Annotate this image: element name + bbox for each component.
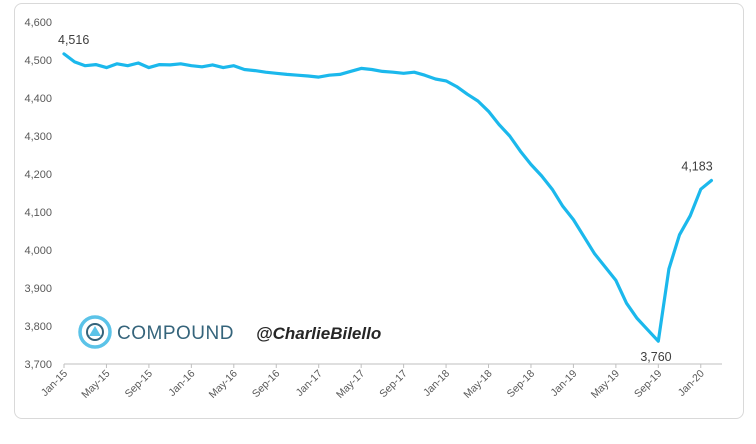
series-line	[62, 52, 713, 343]
y-tick-label: 4,200	[24, 169, 52, 181]
x-tick-label: Jan-16	[166, 368, 197, 399]
x-tick-label: May-17	[334, 368, 367, 401]
x-tick-label: Sep-16	[250, 368, 283, 401]
y-tick-label: 3,900	[24, 283, 52, 295]
y-tick-label: 4,000	[24, 245, 52, 257]
x-tick-label: Jan-15	[39, 368, 70, 399]
y-tick-label: 4,500	[24, 55, 52, 67]
y-tick-label: 4,400	[24, 93, 52, 105]
y-axis: 3,700 3,800 3,900 4,000 4,100 4,200 4,300 4,400…	[24, 17, 52, 371]
x-axis: Jan-15 May-15 Sep-15 Jan-16 May-16 Sep-16 Jan-…	[39, 363, 722, 401]
data-label: 4,183	[681, 159, 712, 173]
y-tick-label: 3,800	[24, 321, 52, 333]
series-layer	[62, 52, 713, 343]
x-tick-label: Sep-18	[505, 368, 538, 401]
y-tick-label: 4,100	[24, 207, 52, 219]
x-tick-label: Jan-19	[548, 368, 579, 399]
compound-logo-text: COMPOUND	[117, 323, 234, 344]
x-tick-label: Jan-20	[676, 368, 707, 399]
x-tick-label: Sep-19	[632, 368, 665, 401]
x-tick-label: Jan-18	[421, 368, 452, 399]
x-tick-label: May-15	[79, 368, 112, 401]
x-tick-label: Jan-17	[294, 368, 325, 399]
data-label: 3,760	[640, 350, 671, 364]
compound-logo: COMPOUND	[78, 315, 234, 349]
x-tick-label: Sep-15	[123, 368, 156, 401]
x-tick-label: May-16	[207, 368, 240, 401]
author-handle: @CharlieBilello	[256, 324, 381, 343]
compound-logo-icon	[78, 315, 112, 349]
x-tick-label: May-18	[461, 368, 494, 401]
x-tick-label: Sep-17	[377, 368, 410, 401]
y-tick-label: 4,600	[24, 17, 52, 29]
data-labels: 4,516 3,760 4,183	[58, 33, 713, 364]
y-tick-label: 3,700	[24, 359, 52, 371]
data-label: 4,516	[58, 33, 89, 47]
x-tick-label: May-19	[589, 368, 622, 401]
y-tick-label: 4,300	[24, 131, 52, 143]
